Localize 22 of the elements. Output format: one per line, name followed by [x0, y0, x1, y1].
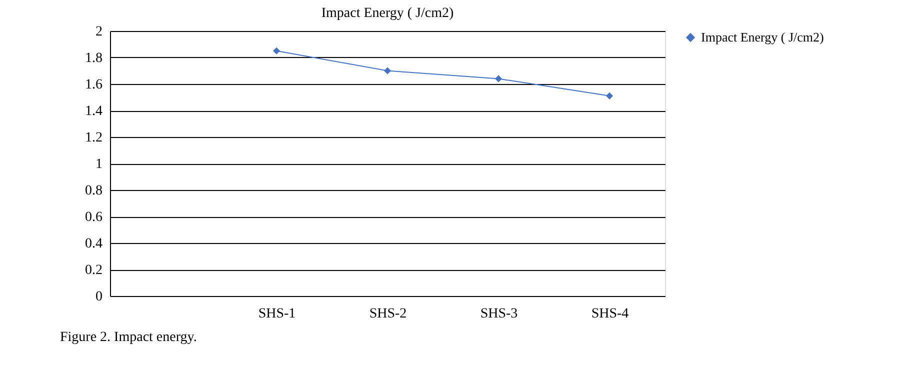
- x-tick-label: SHS-4: [591, 306, 629, 322]
- y-tick-label: 1.2: [85, 130, 102, 146]
- y-tick-label: 0.6: [85, 210, 102, 225]
- point: [272, 47, 280, 54]
- x-tick-label: SHS-3: [480, 306, 518, 322]
- y-tick-label: 1.6: [85, 78, 102, 92]
- y-tick-label: 2: [96, 24, 102, 40]
- x-tick-label: SHS-2: [369, 306, 407, 322]
- point: [606, 92, 614, 100]
- y-tick-label: 1.8: [85, 51, 102, 66]
- legend-label: Impact Energy ( J/cm2): [701, 30, 824, 44]
- y-tick-label: 0.8: [85, 184, 102, 198]
- y-tick-label: 1.4: [85, 104, 102, 119]
- x-tick-label: SHS-1: [258, 306, 296, 322]
- point: [384, 67, 392, 74]
- caption: Figure 2. Impact energy.: [60, 330, 197, 345]
- y-tick-label: 0: [96, 290, 102, 304]
- y-tick-label: 0.4: [85, 236, 102, 252]
- point: [494, 75, 502, 82]
- y-tick-label: 0.2: [85, 263, 102, 278]
- y-tick-label: 1: [96, 157, 102, 172]
- chart-title: Impact Energy ( J/cm2): [321, 6, 454, 21]
